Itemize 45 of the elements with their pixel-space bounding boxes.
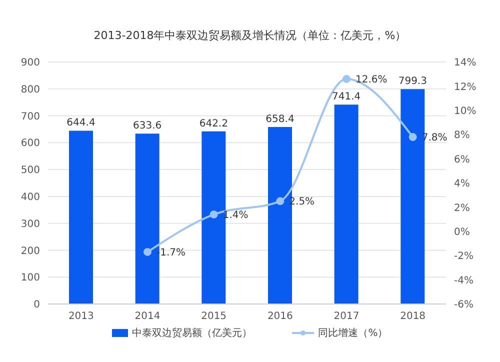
y2-tick-label: 2% (454, 202, 470, 214)
y2-tick-label: 12% (454, 82, 476, 93)
y-tick-label: 500 (20, 165, 40, 176)
point (276, 197, 284, 206)
point (144, 248, 152, 256)
y2-tick-label: -4% (454, 275, 474, 286)
data-label: 12.6% (356, 74, 388, 86)
y2-tick-label: -6% (454, 300, 474, 311)
y-tick-label: 400 (20, 192, 40, 203)
y-tick-label: 700 (20, 111, 40, 122)
y-tick-label: 800 (20, 84, 40, 96)
data-label: 642.2 (199, 118, 228, 130)
bar (69, 130, 93, 304)
y2-tick-label: 14% (454, 58, 476, 69)
point (408, 133, 417, 142)
y2-tick-label: 10% (454, 106, 476, 117)
x-tick-label: 2013 (68, 311, 94, 322)
y-tick-label: 300 (20, 218, 40, 230)
y2-tick-label: 8% (454, 130, 470, 142)
data-label: 633.6 (133, 120, 162, 132)
x-tick-label: 2016 (267, 311, 293, 322)
legend-label: 中泰双边贸易额（亿美元） (132, 326, 252, 340)
chart-title: 2013-2018年中泰双边贸易额及增长情况（单位：亿美元，%） (92, 28, 408, 44)
y-tick-label: 200 (20, 246, 40, 257)
x-tick-label: 2014 (134, 311, 160, 322)
point (210, 210, 218, 218)
y2-tick-label: 4% (454, 178, 470, 190)
y2-tick-label: -2% (454, 251, 474, 262)
data-label: 644.4 (66, 118, 96, 129)
x-tick-label: 2017 (334, 311, 360, 322)
y2-tick-label: 0% (454, 226, 470, 238)
bar (202, 131, 226, 304)
data-label: 658.4 (266, 114, 294, 125)
y2-tick-label: 6% (454, 154, 470, 166)
x-tick-label: 2015 (201, 311, 227, 322)
y-tick-label: 600 (20, 138, 40, 150)
y-tick-label: 100 (20, 272, 40, 284)
legend-label: 同比增速（%） (318, 326, 388, 340)
y-tick-label: 900 (20, 58, 40, 69)
data-label: 741.4 (332, 92, 361, 103)
x-tick-label: 2018 (400, 311, 426, 322)
point (342, 74, 350, 83)
data-label: 799.3 (398, 76, 427, 88)
y-tick-label: 0 (34, 300, 40, 311)
bar (334, 104, 358, 304)
